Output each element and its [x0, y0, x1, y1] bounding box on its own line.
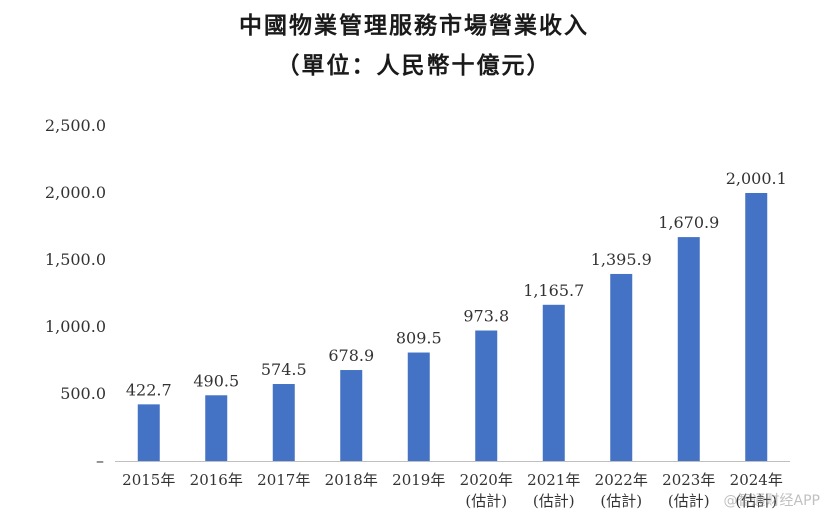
x-tick-label: 2023年	[662, 471, 715, 489]
bar	[677, 237, 700, 461]
data-label: 574.5	[261, 360, 307, 379]
x-tick-label: 2019年	[392, 471, 445, 489]
y-tick-label: 1,000.0	[45, 317, 106, 336]
x-tick-note: (估計)	[668, 492, 710, 510]
data-label: 2,000.1	[726, 169, 787, 188]
x-tick-note: (估計)	[735, 492, 777, 510]
x-tick-note: (估計)	[600, 492, 642, 510]
x-tick-note: (估計)	[465, 492, 507, 510]
bar	[542, 304, 565, 461]
x-tick-label: 2017年	[257, 471, 310, 489]
chart-title: 中國物業管理服務市場營業收入	[239, 13, 589, 39]
bar	[610, 273, 633, 461]
data-label: 809.5	[396, 329, 442, 348]
x-tick-note: (估計)	[533, 492, 575, 510]
data-label: 1,165.7	[523, 281, 584, 300]
y-tick-label: 500.0	[60, 384, 106, 403]
y-tick-label: 2,000.0	[45, 183, 106, 202]
bar	[137, 404, 160, 461]
x-tick-label: 2024年	[730, 471, 783, 489]
data-label: 973.8	[463, 307, 509, 326]
bar	[407, 352, 430, 461]
data-label: 1,395.9	[591, 250, 652, 269]
bar	[745, 192, 768, 461]
watermark: @智通财经APP	[723, 493, 820, 509]
x-tick-label: 2018年	[325, 471, 378, 489]
bar	[340, 370, 363, 461]
data-label: 422.7	[126, 380, 172, 399]
axes: 500.0 1,000.0 1,500.0 2,000.0 2,500.0 –	[45, 116, 790, 470]
labels: 422.7 2015年 490.5 2016年 574.5 2017年 678.9 2018年…	[122, 169, 787, 510]
y-tick-label: 2,500.0	[45, 116, 106, 135]
data-label: 678.9	[328, 346, 374, 365]
chart-subtitle: （單位：人民幣十億元）	[276, 53, 552, 79]
data-label: 490.5	[193, 371, 239, 390]
data-label: 1,670.9	[658, 213, 719, 232]
x-tick-label: 2015年	[122, 471, 175, 489]
y-tick-label-zero: –	[96, 451, 104, 470]
bar	[272, 384, 295, 461]
x-tick-label: 2020年	[460, 471, 513, 489]
x-tick-label: 2022年	[595, 471, 648, 489]
x-tick-label: 2016年	[190, 471, 243, 489]
x-tick-label: 2021年	[527, 471, 580, 489]
bar	[205, 395, 228, 461]
bars	[137, 192, 768, 461]
y-tick-label: 1,500.0	[45, 250, 106, 269]
bar	[475, 330, 498, 461]
